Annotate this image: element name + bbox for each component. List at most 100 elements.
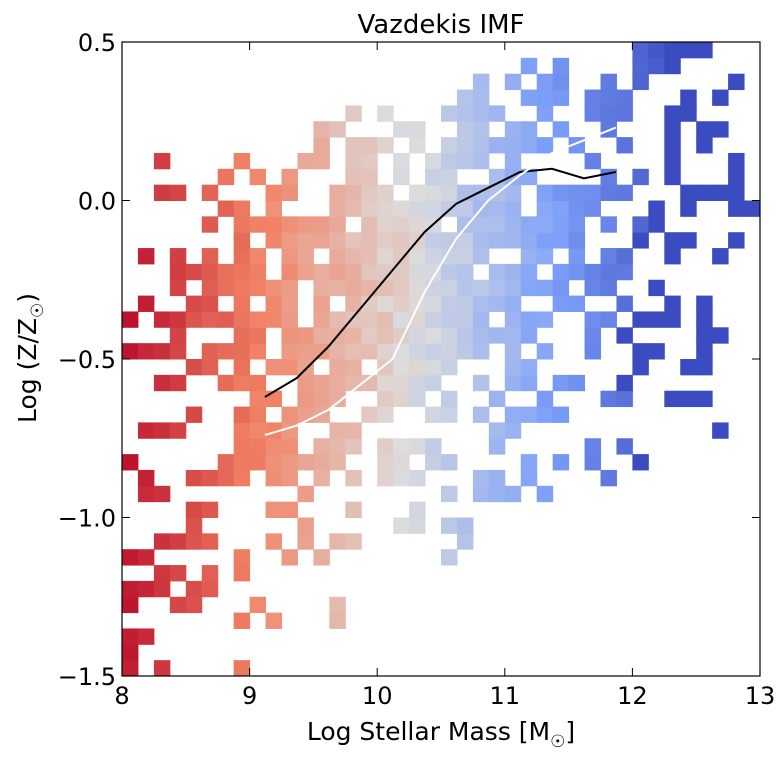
heatmap-cell bbox=[345, 327, 362, 344]
heatmap-cell bbox=[600, 184, 617, 201]
heatmap-cell bbox=[552, 184, 570, 201]
heatmap-cell bbox=[185, 469, 203, 487]
heatmap-cell bbox=[329, 279, 346, 297]
heatmap-cell bbox=[504, 279, 522, 297]
heatmap-cell bbox=[217, 454, 235, 471]
heatmap-cell bbox=[329, 596, 346, 614]
heatmap-cell bbox=[377, 248, 394, 265]
heatmap-cell bbox=[472, 279, 490, 297]
heatmap-cell bbox=[393, 279, 410, 297]
heatmap-cell bbox=[281, 454, 298, 471]
heatmap-cell bbox=[504, 406, 522, 423]
heatmap-cell bbox=[393, 232, 410, 249]
y-tick-label: 0.0 bbox=[78, 188, 116, 216]
x-tick-label: 13 bbox=[745, 682, 776, 710]
heatmap-cell bbox=[122, 660, 139, 677]
heatmap-cell bbox=[137, 248, 155, 265]
heatmap-cell bbox=[600, 390, 617, 408]
heatmap-cell bbox=[281, 184, 298, 201]
heatmap-cell bbox=[297, 232, 314, 249]
heatmap-cell bbox=[616, 89, 633, 106]
heatmap-cell bbox=[281, 327, 298, 344]
heatmap-cell bbox=[297, 263, 314, 281]
heatmap-cell bbox=[648, 42, 665, 59]
heatmap-cell bbox=[329, 343, 346, 360]
heatmap-cell bbox=[361, 343, 378, 360]
heatmap-cell bbox=[249, 327, 267, 344]
heatmap-cell bbox=[584, 311, 601, 328]
heatmap-cell bbox=[393, 469, 410, 487]
heatmap-cell bbox=[696, 343, 713, 360]
heatmap-cell bbox=[536, 311, 554, 328]
heatmap-cell bbox=[281, 422, 298, 439]
heatmap-cell bbox=[345, 152, 362, 170]
heatmap-cell bbox=[472, 343, 490, 360]
heatmap-cell bbox=[329, 374, 346, 392]
heatmap-cell bbox=[616, 105, 633, 122]
heatmap-cell bbox=[616, 327, 633, 344]
heatmap-cell bbox=[233, 279, 251, 297]
heatmap-cell bbox=[201, 311, 219, 328]
heatmap-cell bbox=[233, 549, 251, 566]
heatmap-cell bbox=[664, 232, 681, 249]
heatmap-cell bbox=[122, 644, 139, 661]
x-axis-label: Log Stellar Mass [M☉] bbox=[307, 717, 575, 752]
heatmap-cell bbox=[425, 454, 442, 471]
heatmap-cell bbox=[185, 533, 203, 550]
heatmap-cell bbox=[584, 327, 601, 344]
heatmap-cell bbox=[313, 549, 330, 566]
heatmap-cell bbox=[153, 152, 171, 170]
heatmap-cell bbox=[536, 485, 554, 503]
heatmap-cell bbox=[137, 628, 155, 645]
heatmap-cell bbox=[122, 311, 139, 328]
heatmap-cell bbox=[281, 216, 298, 233]
heatmap-cell bbox=[456, 327, 474, 344]
heatmap-cell bbox=[552, 454, 570, 471]
heatmap-cell bbox=[712, 422, 729, 439]
heatmap-cell bbox=[409, 327, 426, 344]
heatmap-cell bbox=[361, 311, 378, 328]
heatmap-cell bbox=[425, 343, 442, 360]
heatmap-cell bbox=[265, 454, 282, 471]
heatmap-cell bbox=[664, 248, 681, 265]
x-tick-label: 8 bbox=[114, 682, 129, 710]
heatmap-cell bbox=[488, 216, 506, 233]
heatmap-cell bbox=[472, 295, 490, 312]
heatmap-cell bbox=[648, 311, 665, 328]
heatmap-cell bbox=[600, 248, 617, 265]
heatmap-cell bbox=[249, 422, 267, 439]
heatmap-cell bbox=[409, 137, 426, 154]
heatmap-cell bbox=[728, 184, 745, 201]
heatmap-cell bbox=[377, 105, 394, 122]
heatmap-cell bbox=[680, 184, 697, 201]
heatmap-cell bbox=[664, 152, 681, 170]
heatmap-cell bbox=[552, 232, 570, 249]
heatmap-cell bbox=[696, 184, 713, 201]
heatmap-cell bbox=[313, 263, 330, 281]
heatmap-cell bbox=[313, 232, 330, 249]
heatmap-cell bbox=[345, 279, 362, 297]
heatmap-cell bbox=[313, 454, 330, 471]
heatmap-cell bbox=[536, 200, 554, 217]
heatmap-cell bbox=[520, 57, 538, 75]
heatmap-cell bbox=[632, 454, 649, 471]
heatmap-cell bbox=[441, 517, 458, 534]
heatmap-cell bbox=[265, 438, 282, 455]
heatmap-cell bbox=[249, 248, 267, 265]
heatmap-cell bbox=[409, 343, 426, 360]
heatmap-cell bbox=[377, 216, 394, 233]
heatmap-cell bbox=[393, 295, 410, 312]
heatmap-cell bbox=[265, 184, 282, 201]
heatmap-cell bbox=[568, 248, 586, 265]
heatmap-cell bbox=[488, 263, 506, 281]
heatmap-cell bbox=[377, 279, 394, 297]
heatmap-cell bbox=[281, 232, 298, 249]
heatmap-cell bbox=[632, 168, 649, 186]
heatmap-cell bbox=[441, 137, 458, 154]
heatmap-cell bbox=[329, 533, 346, 550]
heatmap-cell bbox=[504, 152, 522, 170]
heatmap-cell bbox=[616, 438, 633, 455]
heatmap-cell bbox=[616, 137, 633, 154]
heatmap-cell bbox=[361, 152, 378, 170]
heatmap-cell bbox=[249, 390, 267, 408]
